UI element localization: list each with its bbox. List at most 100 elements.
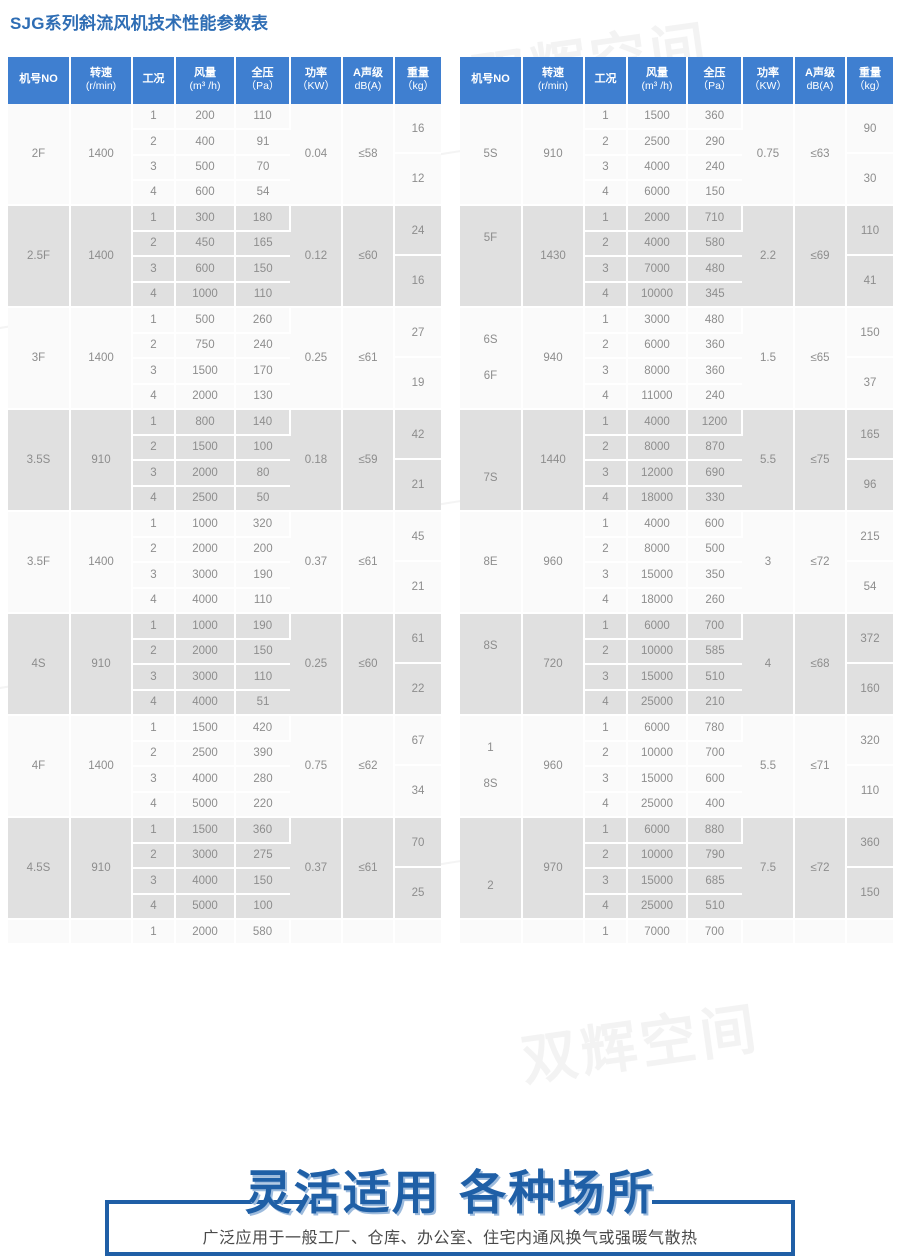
cell-flow: 4000	[175, 766, 236, 793]
table-row: 2 2500 290	[460, 129, 893, 156]
table-row: 3 600 150	[8, 256, 441, 283]
cell-case: 3	[584, 460, 628, 487]
cell-noise: ≤62	[342, 715, 395, 818]
cell-pressure: 350	[687, 562, 742, 589]
banner-line-left	[105, 1200, 320, 1204]
cell-power	[290, 919, 343, 945]
cell-flow: 600	[175, 179, 236, 207]
col-header-weight: 重量 （kg）	[846, 57, 893, 104]
cell-case: 3	[132, 664, 176, 691]
cell-power: 2.2	[742, 205, 795, 308]
cell-model: 5F	[460, 205, 523, 308]
cell-case: 1	[584, 511, 628, 538]
cell-weight-top: 150	[847, 308, 893, 358]
cell-case: 1	[132, 205, 176, 232]
cell-model-primary: 6S	[483, 334, 498, 346]
cell-model-primary: 5F	[483, 232, 498, 244]
col-header-weight: 重量 （kg）	[394, 57, 441, 104]
cell-model-primary: 8S	[483, 640, 498, 652]
cell-rpm: 910	[70, 613, 133, 716]
cell-weight: 27 19	[394, 307, 441, 410]
cell-case: 2	[584, 842, 628, 869]
cell-weight-bottom: 19	[411, 377, 425, 389]
cell-case: 3	[584, 256, 628, 283]
cell-rpm: 970	[522, 817, 585, 920]
table-row: 2 10000 790	[460, 842, 893, 869]
cell-flow: 2500	[175, 740, 236, 767]
cell-pressure: 275	[235, 842, 290, 869]
cell-pressure: 510	[687, 893, 742, 920]
watermark-text: 双辉空间	[517, 996, 765, 1095]
table-row: 3 15000 600	[460, 766, 893, 793]
table-row: 3 15000 685	[460, 868, 893, 895]
cell-case: 1	[584, 307, 628, 334]
cell-pressure: 400	[687, 791, 742, 818]
cell-flow: 2000	[175, 536, 236, 563]
cell-case: 2	[132, 332, 176, 359]
table-row: 4F 1400 1 1500 420 0.75 ≤62 67 34	[8, 715, 441, 818]
cell-pressure: 260	[687, 587, 742, 614]
table-row: 2 2500 390	[8, 740, 441, 767]
cell-case: 4	[132, 791, 176, 818]
cell-pressure: 360	[235, 817, 291, 844]
bottom-banner: 灵活适用 各种场所 广泛应用于一般工厂、仓库、办公室、住宅内通风换气或强暖气散热	[0, 1140, 900, 1256]
cell-weight: 90 30	[846, 104, 893, 206]
table-row: 3 4000 240	[460, 154, 893, 181]
cell-flow: 7000	[627, 256, 688, 283]
cell-case: 2	[584, 740, 628, 767]
cell-case: 2	[132, 638, 176, 665]
cell-case: 3	[132, 154, 176, 181]
cell-pressure: 150	[235, 868, 290, 895]
cell-pressure: 390	[235, 740, 290, 767]
cell-model: 1 8S	[460, 715, 523, 818]
cell-pressure: 80	[235, 460, 290, 487]
cell-pressure: 220	[235, 791, 290, 818]
cell-weight: 45 21	[394, 511, 441, 614]
cell-flow: 10000	[627, 638, 688, 665]
cell-flow: 8000	[627, 536, 688, 563]
cell-pressure: 150	[235, 638, 290, 665]
cell-pressure: 780	[687, 715, 743, 742]
table-row: 1 8S 960 1 6000 780 5.5 ≤71 320 110	[460, 715, 893, 818]
cell-rpm: 1400	[70, 715, 133, 818]
cell-pressure: 260	[235, 307, 291, 334]
cell-flow: 3000	[627, 307, 688, 334]
cell-case: 1	[584, 817, 628, 844]
table-row: 3 2000 80	[8, 460, 441, 487]
cell-weight-bottom: 21	[411, 479, 425, 491]
cell-model-primary: 2	[487, 880, 494, 892]
cell-flow: 500	[175, 154, 236, 181]
cell-weight-bottom: 37	[863, 377, 877, 389]
cell-model: 3.5S	[8, 409, 71, 512]
cell-model: 2.5F	[8, 205, 71, 308]
cell-noise: ≤72	[794, 511, 847, 614]
cell-flow: 4000	[627, 511, 688, 538]
cell-weight-bottom: 21	[411, 581, 425, 593]
cell-weight-top: 360	[847, 818, 893, 868]
cell-noise: ≤60	[342, 613, 395, 716]
cell-case: 4	[584, 383, 628, 410]
cell-power: 0.75	[290, 715, 343, 818]
cell-flow: 15000	[627, 766, 688, 793]
cell-case: 1	[584, 613, 628, 640]
cell-case: 4	[584, 689, 628, 716]
table-row: 4 18000 330	[460, 485, 893, 512]
cell-flow: 15000	[627, 562, 688, 589]
col-header-rpm: 转速 (r/min)	[70, 57, 133, 104]
cell-flow: 4000	[175, 868, 236, 895]
cell-model: 4F	[8, 715, 71, 818]
cell-model-primary: 7S	[483, 472, 498, 484]
cell-weight-bottom: 96	[863, 479, 877, 491]
table-row: 3 3000 190	[8, 562, 441, 589]
cell-case: 3	[584, 766, 628, 793]
table-row: 2.5F 1400 1 300 180 0.12 ≤60 24 16	[8, 205, 441, 308]
cell-pressure: 290	[687, 129, 742, 156]
cell-flow: 2000	[627, 205, 688, 232]
cell-flow: 1500	[175, 358, 236, 385]
cell-noise: ≤65	[794, 307, 847, 410]
cell-weight: 24 16	[394, 205, 441, 308]
table-row: 2 4000 580	[460, 230, 893, 257]
table-row: 4 5000 100	[8, 893, 441, 920]
cell-flow: 1500	[175, 434, 236, 461]
cell-flow: 2000	[175, 919, 236, 945]
